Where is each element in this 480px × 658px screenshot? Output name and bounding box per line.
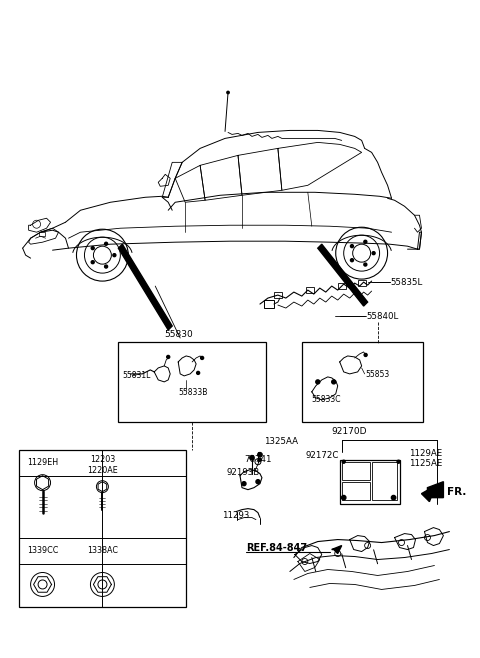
Text: 55853: 55853 (366, 370, 390, 380)
Text: 55840L: 55840L (367, 311, 399, 320)
Bar (306, 287, 314, 293)
Bar (302, 342, 423, 422)
Circle shape (372, 251, 375, 255)
Circle shape (364, 240, 367, 243)
Polygon shape (332, 545, 342, 553)
Text: 92172C: 92172C (306, 451, 339, 460)
Circle shape (364, 353, 367, 357)
Polygon shape (421, 486, 435, 501)
Circle shape (397, 460, 400, 463)
Circle shape (197, 371, 200, 374)
Text: 1129EH: 1129EH (27, 458, 58, 467)
Text: 1339CC: 1339CC (27, 546, 58, 555)
Bar (342, 462, 370, 480)
Circle shape (350, 259, 353, 262)
Polygon shape (428, 482, 444, 497)
Bar (358, 280, 366, 286)
Bar (119, 342, 266, 422)
Text: 11293: 11293 (222, 511, 250, 520)
Bar (338, 283, 346, 289)
Text: 12203: 12203 (90, 455, 115, 465)
Text: FR.: FR. (447, 487, 467, 497)
Circle shape (391, 495, 396, 500)
Text: 76741: 76741 (244, 455, 272, 465)
Circle shape (91, 261, 94, 264)
Circle shape (258, 458, 262, 461)
Text: 92170D: 92170D (332, 427, 367, 436)
Circle shape (227, 91, 229, 93)
Text: 55831L: 55831L (122, 371, 151, 380)
Circle shape (256, 480, 260, 484)
Text: 1338AC: 1338AC (87, 546, 118, 555)
Polygon shape (318, 244, 368, 306)
Circle shape (91, 247, 94, 249)
Circle shape (242, 482, 246, 486)
Text: 55833C: 55833C (312, 395, 341, 405)
Polygon shape (119, 244, 172, 330)
Bar (372, 462, 396, 499)
Circle shape (364, 263, 367, 266)
Circle shape (258, 453, 262, 457)
Text: 92193B: 92193B (226, 468, 259, 477)
Bar (19, 450, 186, 607)
Text: 55830: 55830 (164, 330, 192, 340)
Circle shape (113, 254, 116, 257)
Circle shape (350, 245, 353, 247)
Text: 55835L: 55835L (391, 278, 423, 287)
Circle shape (332, 380, 336, 384)
Circle shape (250, 455, 254, 460)
Text: REF.84-847: REF.84-847 (246, 543, 307, 553)
Text: 1325AA: 1325AA (264, 438, 298, 446)
Text: 1129AE: 1129AE (409, 449, 443, 458)
Circle shape (167, 355, 170, 359)
Bar (264, 300, 274, 308)
Circle shape (201, 357, 204, 359)
Bar (274, 292, 282, 298)
Text: 55833B: 55833B (178, 388, 207, 397)
Bar (340, 460, 399, 503)
Circle shape (105, 265, 108, 268)
Bar (342, 482, 370, 499)
Circle shape (342, 460, 345, 463)
Text: 1125AE: 1125AE (409, 459, 443, 468)
Circle shape (105, 242, 108, 245)
Circle shape (341, 495, 346, 500)
Text: 1220AE: 1220AE (87, 467, 118, 475)
Circle shape (316, 380, 320, 384)
